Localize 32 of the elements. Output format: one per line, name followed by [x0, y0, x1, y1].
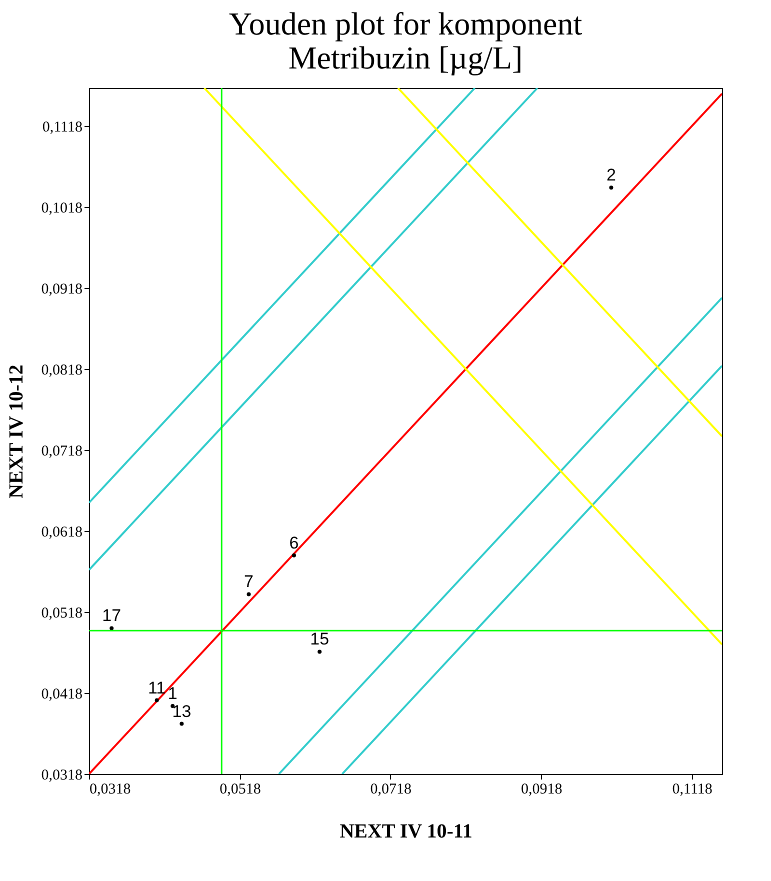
x-tick-label: 0,0718 — [370, 782, 412, 798]
y-tick-label: 0,0518 — [41, 606, 82, 622]
x-tick-label: 0,0318 — [90, 782, 131, 798]
point — [246, 592, 251, 596]
y-tick-label: 0,0618 — [41, 524, 82, 541]
y-tick-label: 0,1118 — [42, 120, 82, 136]
y-tick-label: 0,0318 — [41, 768, 82, 784]
annotation: 15 — [310, 630, 330, 649]
annotation: 7 — [244, 572, 254, 592]
point — [154, 698, 159, 702]
annotation: 1 — [168, 684, 178, 703]
y-tick-label: 0,0918 — [41, 282, 82, 298]
x-axis-title: NEXT IV 10-11 — [340, 820, 472, 842]
y-tick-label: 0,1018 — [41, 200, 82, 217]
y-tick-label: 0,0718 — [41, 444, 82, 460]
annotation: 17 — [102, 606, 122, 626]
y-axis-title: NEXT IV 10-12 — [5, 364, 28, 498]
point — [609, 186, 614, 190]
annotation: 2 — [606, 166, 616, 185]
point — [110, 626, 114, 630]
annotation: 11 — [148, 678, 166, 698]
y-tick-label: 0,0418 — [41, 686, 82, 703]
x-tick-label: 0,1118 — [672, 782, 712, 798]
point — [180, 722, 184, 726]
chart-title: Youden plot for komponent Metribuzin [µg/L] — [228, 5, 582, 76]
annotation: 13 — [172, 702, 192, 721]
annotation: 6 — [289, 533, 299, 552]
point — [318, 650, 322, 654]
y-tick-label: 0,0818 — [41, 362, 82, 379]
x-tick-label: 0,0518 — [220, 782, 261, 798]
point — [292, 553, 296, 558]
x-tick-label: 0,0918 — [521, 782, 562, 798]
